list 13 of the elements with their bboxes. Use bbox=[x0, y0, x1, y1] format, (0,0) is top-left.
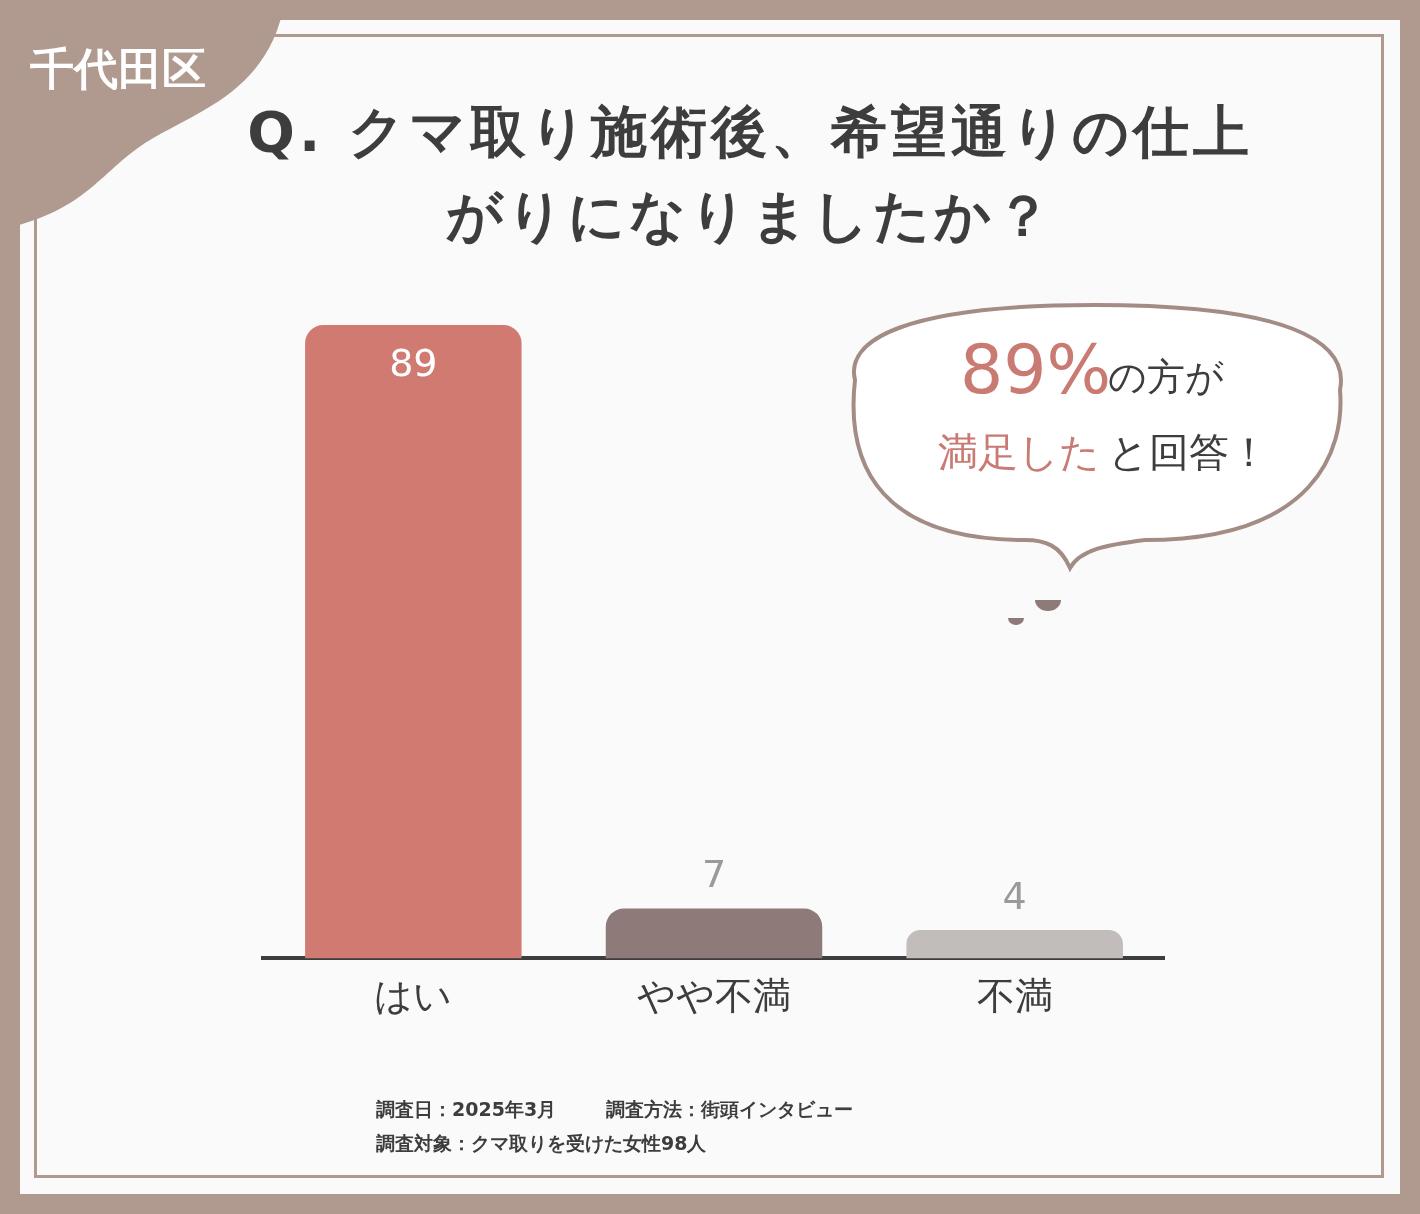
x-tick-label: はい bbox=[374, 974, 453, 1019]
data-label: 7 bbox=[701, 852, 727, 897]
x-tick-label: やや不満 bbox=[637, 974, 791, 1019]
data-label: 4 bbox=[1002, 873, 1027, 918]
text: 調査日：2025年3月 bbox=[376, 1097, 557, 1122]
text: 千代田区 bbox=[30, 42, 206, 96]
chart-title: Q. クマ取り施術後、希望通りの仕上がりになりましたか？ bbox=[246, 98, 1254, 250]
text: 調査方法：街頭インタビュー bbox=[606, 1097, 853, 1122]
text: 調査対象：クマ取りを受けた女性98人 bbox=[376, 1131, 707, 1156]
annotation: 満足した bbox=[938, 428, 1100, 477]
x-tick-label: 不満 bbox=[976, 974, 1053, 1019]
annotation: と回答！ bbox=[1108, 428, 1269, 477]
data-label: 89 bbox=[389, 340, 438, 385]
